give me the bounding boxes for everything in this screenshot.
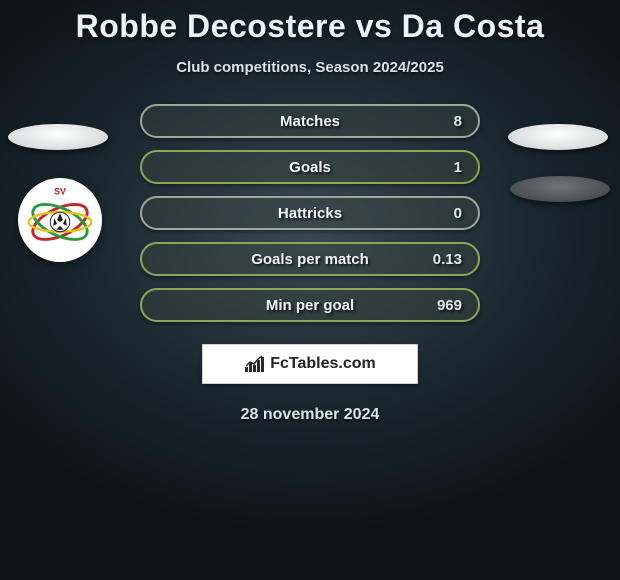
subtitle: Club competitions, Season 2024/2025 (0, 59, 620, 76)
stat-label: Min per goal (142, 297, 478, 314)
club-badge-label: SV (54, 187, 66, 197)
stat-label: Hattricks (142, 205, 478, 222)
stat-row: Min per goal969 (140, 288, 480, 322)
content-wrap: Robbe Decostere vs Da Costa Club competi… (0, 0, 620, 580)
club-logo: SV (18, 178, 102, 262)
watermark-text: FcTables.com (270, 355, 376, 373)
stat-label: Goals (142, 159, 478, 176)
date-label: 28 november 2024 (0, 406, 620, 424)
stat-row: Goals per match0.13 (140, 242, 480, 276)
stat-label: Goals per match (142, 251, 478, 268)
right-player-pill (508, 124, 608, 150)
page-title: Robbe Decostere vs Da Costa (0, 0, 620, 45)
stat-value: 969 (437, 297, 462, 314)
stats-table: Matches8Goals1Hattricks0Goals per match0… (140, 104, 480, 322)
right-secondary-pill (510, 176, 610, 202)
stat-row: Goals1 (140, 150, 480, 184)
stat-value: 0.13 (433, 251, 462, 268)
stat-value: 0 (454, 205, 462, 222)
bar-chart-icon (244, 355, 266, 373)
left-player-pill (8, 124, 108, 150)
stat-value: 8 (454, 113, 462, 130)
watermark[interactable]: FcTables.com (202, 344, 418, 384)
stat-row: Matches8 (140, 104, 480, 138)
stat-value: 1 (454, 159, 462, 176)
stat-label: Matches (142, 113, 478, 130)
club-logo-svg: SV (21, 181, 99, 259)
stat-row: Hattricks0 (140, 196, 480, 230)
